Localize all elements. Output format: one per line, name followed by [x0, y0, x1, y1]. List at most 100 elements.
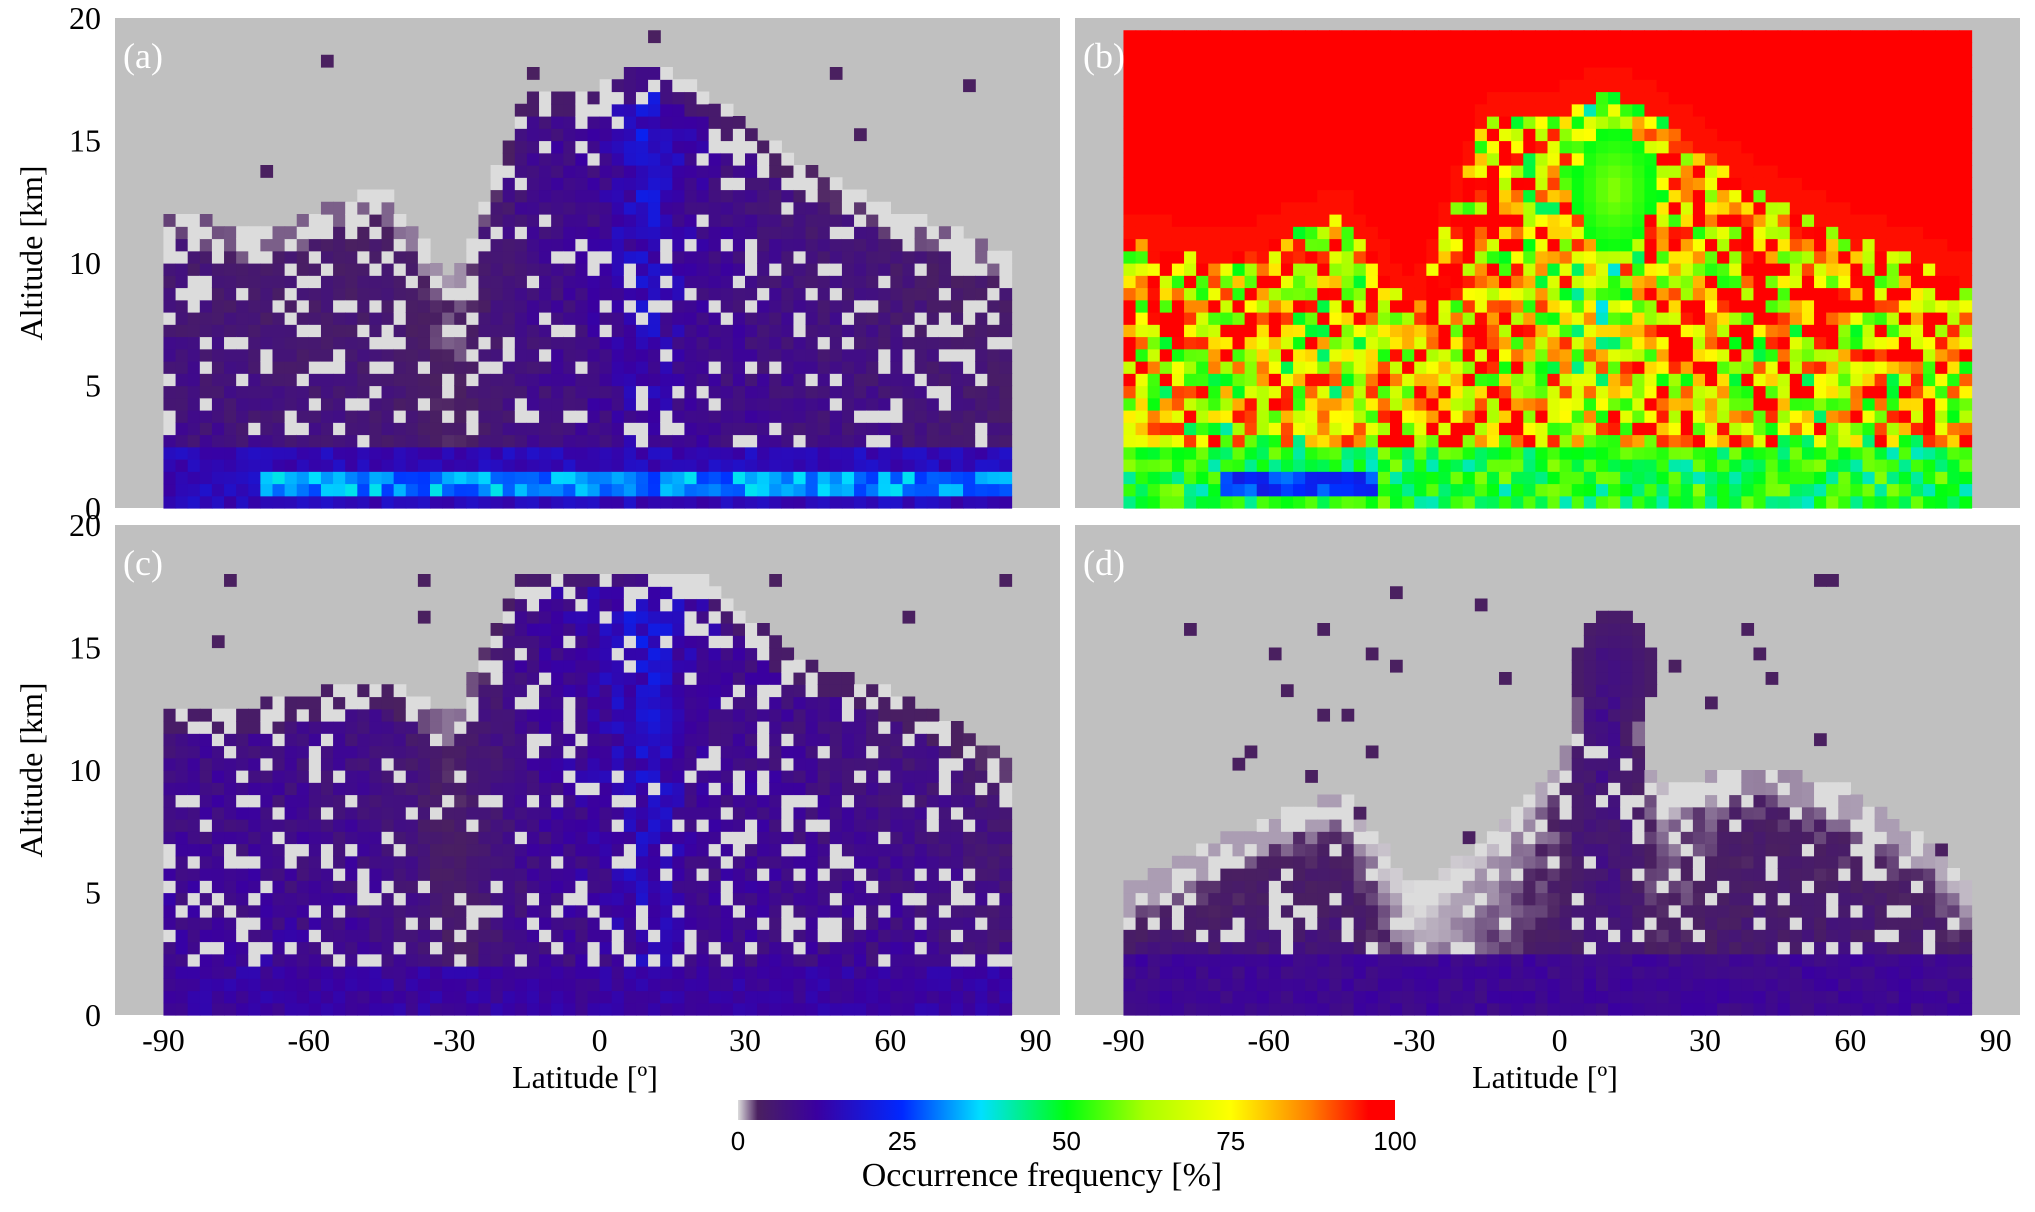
- heatmap-cell: [514, 226, 528, 240]
- heatmap-cell: [914, 446, 928, 460]
- heatmap-cell: [539, 495, 552, 509]
- heatmap-cell: [1923, 177, 1936, 191]
- heatmap-cell: [1305, 30, 1318, 44]
- heatmap-cell: [914, 299, 928, 313]
- heatmap-cell: [1293, 361, 1306, 374]
- heatmap-cell: [1462, 116, 1476, 129]
- heatmap-cell: [1474, 226, 1488, 240]
- heatmap-cell: [841, 373, 855, 387]
- heatmap-cell: [805, 385, 819, 399]
- heatmap-cell: [187, 361, 201, 374]
- heatmap-cell: [466, 250, 480, 264]
- heatmap-cell: [1268, 336, 1282, 350]
- heatmap-cell: [599, 287, 613, 301]
- heatmap-cell: [1717, 214, 1730, 227]
- heatmap-cell: [866, 422, 879, 436]
- heatmap-cell: [1499, 434, 1512, 448]
- heatmap-cell: [1632, 189, 1646, 203]
- heatmap-cell: [466, 422, 480, 436]
- heatmap-cell: [1135, 226, 1149, 240]
- heatmap-cell: [272, 299, 286, 313]
- heatmap-cell: [1692, 201, 1706, 215]
- heatmap-cell: [914, 324, 928, 338]
- heatmap-cell: [1305, 238, 1318, 252]
- heatmap-cell: [720, 348, 734, 362]
- heatmap-cell: [163, 770, 177, 783]
- heatmap-cell: [1535, 373, 1549, 387]
- heatmap-cell: [1438, 54, 1452, 68]
- heatmap-cell: [635, 385, 649, 399]
- heatmap-cell: [236, 843, 249, 857]
- heatmap-cell: [805, 495, 819, 509]
- heatmap-cell: [708, 116, 722, 129]
- heatmap-cell: [672, 226, 686, 240]
- heatmap-cell: [1208, 287, 1221, 301]
- heatmap-cell: [1438, 483, 1452, 497]
- heatmap-cell: [1910, 140, 1924, 154]
- y-tick-label: 15: [69, 123, 101, 159]
- heatmap-cell: [1293, 201, 1306, 215]
- heatmap-cell: [1935, 495, 1948, 509]
- heatmap-cell: [1608, 140, 1621, 154]
- heatmap-cell: [1753, 410, 1767, 423]
- heatmap-cell: [369, 312, 383, 325]
- heatmap-cell: [1474, 42, 1488, 56]
- heatmap-cell: [660, 103, 673, 117]
- heatmap-cell: [1365, 434, 1379, 448]
- heatmap-cell: [1535, 459, 1549, 472]
- heatmap-cell: [308, 941, 322, 955]
- heatmap-cell: [1329, 459, 1343, 472]
- heatmap-cell: [1123, 495, 1137, 509]
- heatmap-cell: [236, 287, 249, 301]
- heatmap-cell: [1499, 336, 1512, 350]
- heatmap-cell: [745, 446, 758, 460]
- heatmap-cell: [1171, 250, 1185, 264]
- heatmap-cell: [1462, 373, 1476, 387]
- heatmap-cell: [781, 385, 795, 399]
- heatmap-cell: [841, 324, 855, 338]
- heatmap-cell: [248, 929, 261, 943]
- heatmap-cell: [211, 843, 225, 857]
- heatmap-cell: [526, 103, 540, 117]
- heatmap-cell: [1438, 397, 1452, 411]
- heatmap-cell: [1486, 459, 1500, 472]
- heatmap-cell: [1474, 128, 1488, 142]
- heatmap-cell: [732, 361, 746, 374]
- heatmap-cell: [1632, 348, 1646, 362]
- heatmap-cell: [648, 214, 661, 227]
- panel-c-heatmap: [163, 574, 1013, 1016]
- heatmap-cell: [393, 348, 407, 362]
- heatmap-cell: [272, 941, 286, 955]
- heatmap-cell: [1826, 30, 1839, 44]
- heatmap-cell: [1535, 238, 1549, 252]
- heatmap-cell: [1910, 42, 1924, 56]
- heatmap-cell: [1135, 103, 1149, 117]
- heatmap-cell: [1135, 177, 1149, 191]
- heatmap-cell: [757, 336, 770, 350]
- heatmap-cell: [696, 361, 710, 374]
- heatmap-cell: [623, 434, 637, 448]
- heatmap-cell: [284, 434, 298, 448]
- heatmap-cell: [1135, 91, 1149, 105]
- heatmap-cell: [1329, 373, 1343, 387]
- heatmap-cell: [1559, 434, 1573, 448]
- heatmap-cell: [296, 843, 310, 857]
- heatmap-cell: [1317, 201, 1331, 215]
- heatmap-cell: [1826, 422, 1839, 436]
- heatmap-cell: [1886, 361, 1900, 374]
- heatmap-cell: [296, 434, 310, 448]
- heatmap-cell: [1850, 30, 1864, 44]
- heatmap-cell: [1947, 42, 1961, 56]
- heatmap-cell: [563, 397, 576, 411]
- heatmap-cell: [430, 361, 443, 374]
- heatmap-cell: [1668, 263, 1682, 276]
- heatmap-cell: [1789, 446, 1803, 460]
- heatmap-cell: [732, 385, 746, 399]
- heatmap-cell: [684, 459, 698, 472]
- heatmap-cell: [454, 483, 467, 497]
- heatmap-cell: [1862, 201, 1876, 215]
- heatmap-cell: [236, 263, 249, 276]
- heatmap-cell: [369, 373, 383, 387]
- heatmap-cell: [248, 904, 261, 918]
- heatmap-cell: [696, 165, 710, 178]
